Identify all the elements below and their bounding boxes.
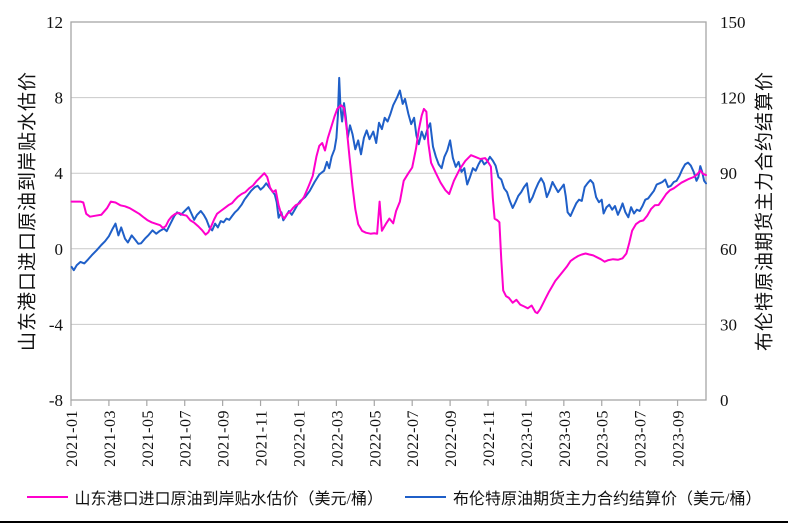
x-axis-tick-label: 2021-03 — [102, 410, 119, 467]
left-axis-title: 山东港口进口原油到岸贴水估价 — [17, 70, 39, 352]
legend-label-brent: 布伦特原油期货主力合约结算价（美元/桶） — [453, 491, 762, 508]
x-axis-tick-label: 2021-07 — [178, 410, 195, 467]
x-axis-tick-label: 2022-09 — [443, 410, 460, 467]
series-line-brent-settlement — [70, 76, 707, 272]
y-left-tick-label: -8 — [49, 391, 63, 410]
x-axis-tick-label: 2021-09 — [216, 410, 233, 467]
legend-item-premium: 山东港口进口原油到岸贴水估价（美元/桶） — [26, 485, 383, 509]
y-left-tick-label: 4 — [55, 164, 64, 183]
legend: 山东港口进口原油到岸贴水估价（美元/桶） 布伦特原油期货主力合约结算价（美元/桶… — [0, 485, 788, 509]
legend-item-brent: 布伦特原油期货主力合约结算价（美元/桶） — [405, 485, 761, 509]
x-axis-tick-label: 2022-11 — [481, 410, 498, 466]
x-axis-tick-label: 2021-11 — [254, 410, 271, 466]
x-axis-tick-label: 2022-05 — [367, 410, 384, 467]
x-axis-tick-label: 2023-09 — [671, 410, 688, 467]
y-right-tick-label: 90 — [720, 164, 737, 183]
y-right-tick-label: 30 — [720, 315, 737, 334]
legend-line-swatch-premium — [26, 496, 68, 498]
x-axis-tick-label: 2023-05 — [595, 410, 612, 467]
y-left-tick-label: -4 — [49, 315, 64, 334]
plot-border — [70, 21, 707, 401]
bottom-border-rule — [0, 521, 788, 524]
chart-plot-area: 12 8 4 0 -4 -8 150 120 90 60 30 0 2021-01 2021-03 2021… — [46, 13, 746, 467]
y-left-tick-label: 8 — [55, 89, 64, 108]
y-right-tick-label: 60 — [720, 240, 737, 259]
x-axis-tick-label: 2023-03 — [557, 410, 574, 467]
x-axis-tick-label: 2021-01 — [64, 410, 81, 467]
y-left-tick-label: 12 — [46, 13, 63, 32]
x-axis-tick-label: 2021-05 — [140, 410, 157, 467]
x-axis-tick-label: 2022-01 — [291, 410, 308, 467]
legend-line-swatch-brent — [405, 496, 446, 498]
right-axis-title: 布伦特原油期货主力合约结算价 — [754, 70, 776, 352]
y-right-tick-label: 150 — [720, 13, 746, 32]
legend-label-premium: 山东港口进口原油到岸贴水估价（美元/桶） — [74, 491, 383, 508]
x-axis-tick-label: 2022-07 — [405, 410, 422, 467]
x-axis-tick-label: 2022-03 — [329, 410, 346, 467]
x-axis-tick-label: 2023-07 — [633, 410, 650, 467]
series-line-shandong-premium — [70, 104, 707, 315]
y-right-tick-label: 120 — [720, 89, 746, 108]
y-right-tick-label: 0 — [720, 391, 729, 410]
x-axis-tick-label: 2023-01 — [519, 410, 536, 467]
y-left-tick-label: 0 — [55, 240, 64, 259]
